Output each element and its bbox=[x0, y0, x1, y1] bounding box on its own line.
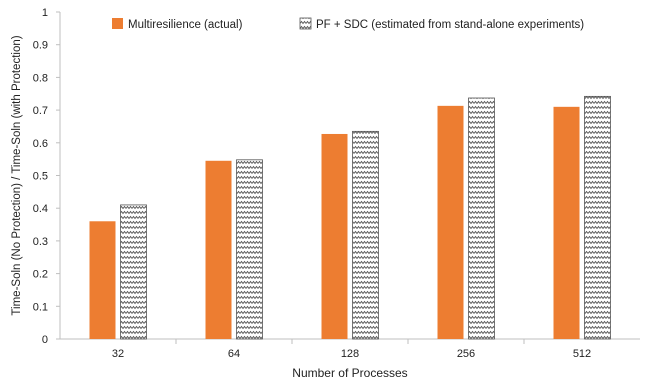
y-tick-label: 0 bbox=[42, 334, 48, 346]
bar-multiresilience bbox=[89, 221, 116, 339]
legend-swatch-pf-sdc bbox=[299, 17, 312, 30]
axes: 0 0.1 0.2 0.3 0.4 0.5 0.6 0.7 0.8 0.9 1 32 64 128 256 5… bbox=[33, 7, 640, 360]
bar-multiresilience bbox=[437, 105, 464, 339]
legend-label: Multiresilience (actual) bbox=[128, 19, 243, 31]
y-tick-label: 0.4 bbox=[33, 203, 48, 215]
y-tick-label: 0.5 bbox=[33, 171, 48, 183]
y-tick-label: 0.3 bbox=[33, 236, 48, 248]
legend-swatch-multiresilience bbox=[112, 18, 123, 29]
y-axis-title: Time-Soln (No Protection) / Time-Soln (w… bbox=[11, 35, 23, 315]
bar-pf-sdc bbox=[468, 97, 495, 340]
y-tick-label: 0.7 bbox=[33, 105, 48, 117]
bar-pf-sdc bbox=[584, 95, 611, 340]
x-tick-label: 64 bbox=[228, 348, 240, 360]
y-tick-label: 0.8 bbox=[33, 72, 48, 84]
bars bbox=[89, 95, 611, 340]
x-axis-title: Number of Processes bbox=[292, 366, 407, 380]
bar-multiresilience bbox=[321, 133, 348, 339]
bar-pf-sdc bbox=[120, 204, 147, 340]
y-tick-label: 0.9 bbox=[33, 40, 48, 52]
bar-pf-sdc bbox=[236, 159, 263, 340]
y-tick-label: 0.1 bbox=[33, 301, 48, 313]
x-tick-label: 32 bbox=[112, 348, 124, 360]
x-tick-label: 512 bbox=[573, 348, 591, 360]
bar-multiresilience bbox=[205, 160, 232, 339]
y-tick-label: 0.6 bbox=[33, 138, 48, 150]
y-tick-label: 1 bbox=[42, 7, 48, 19]
x-tick-label: 256 bbox=[457, 348, 475, 360]
y-tick-label: 0.2 bbox=[33, 269, 48, 281]
bar-multiresilience bbox=[553, 106, 580, 339]
legend: Multiresilience (actual) PF + SDC (estima… bbox=[112, 17, 584, 31]
x-tick-label: 128 bbox=[341, 348, 359, 360]
legend-label: PF + SDC (estimated from stand-alone exp… bbox=[316, 19, 584, 31]
bar-pf-sdc bbox=[352, 130, 379, 340]
labels: Time-Soln (No Protection) / Time-Soln (w… bbox=[11, 35, 408, 380]
